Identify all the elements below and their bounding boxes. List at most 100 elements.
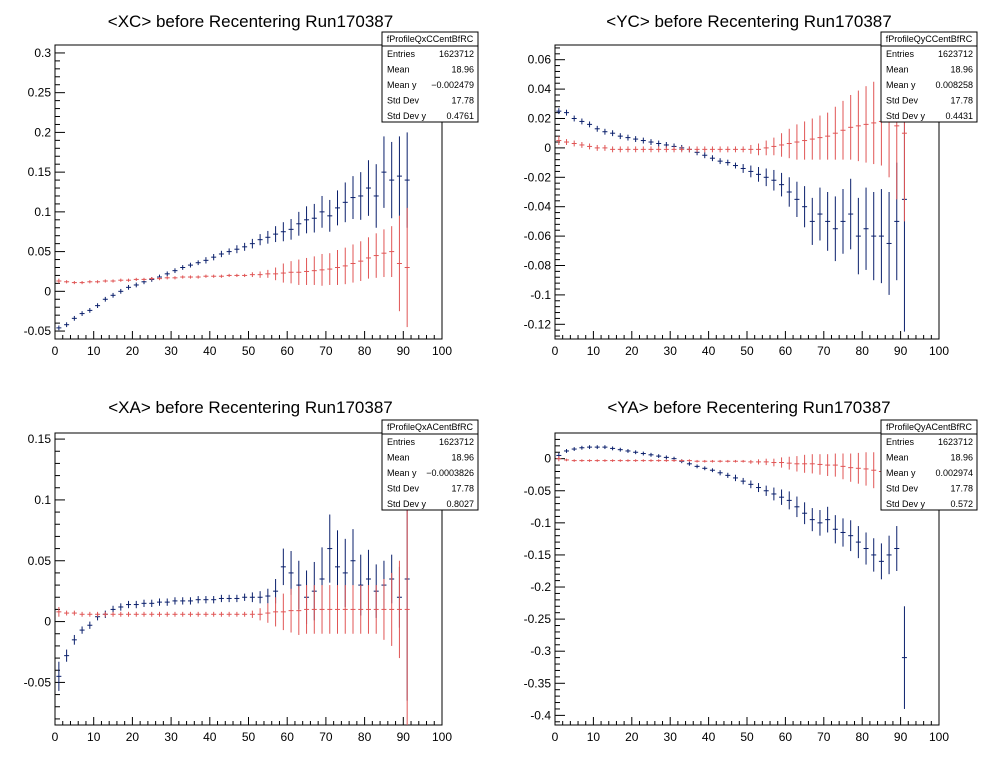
x-tick-label: 40 <box>702 730 716 744</box>
stats-value: 0.4431 <box>945 111 973 121</box>
x-tick-label: 90 <box>397 730 411 744</box>
x-tick-label: 30 <box>664 344 678 358</box>
stats-label: Std Dev <box>886 96 919 106</box>
stats-label: Std Dev y <box>387 111 427 121</box>
x-tick-label: 0 <box>52 344 59 358</box>
y-tick-label: 0 <box>544 452 551 466</box>
y-tick-label: -0.35 <box>524 676 552 690</box>
y-tick-label: -0.06 <box>524 229 552 243</box>
stats-box <box>880 419 978 511</box>
x-tick-label: 60 <box>281 344 295 358</box>
blue-series-points <box>56 132 410 331</box>
chart-panel-4: <YA> before Recentering Run170387 0 10 20 30… <box>524 398 978 744</box>
y-tick-label: -0.25 <box>524 612 552 626</box>
chart-panel-1: <XC> before Recentering Run170387 0 10 20 30… <box>24 12 479 358</box>
y-tick-label: 0.15 <box>28 432 52 446</box>
x-tick-label: 50 <box>740 730 754 744</box>
stats-value: 1623712 <box>938 437 973 447</box>
x-tick-label: 80 <box>856 344 870 358</box>
x-tick-label: 20 <box>625 344 639 358</box>
x-tick-label: 100 <box>432 344 452 358</box>
stats-value: 1623712 <box>938 49 973 59</box>
y-tick-label: 0.1 <box>34 205 51 219</box>
x-tick-label: 10 <box>87 730 101 744</box>
chart-title: <YC> before Recentering Run170387 <box>606 12 891 31</box>
x-tick-label: 20 <box>126 730 140 744</box>
stats-label: Std Dev <box>387 96 420 106</box>
y-tick-label: 0 <box>544 141 551 155</box>
stats-label: Entries <box>886 49 915 59</box>
red-series-points <box>56 487 410 725</box>
stats-label: Entries <box>387 49 416 59</box>
x-tick-label: 50 <box>242 344 256 358</box>
stats-value: 0.572 <box>950 499 973 509</box>
stats-box <box>880 31 978 123</box>
x-tick-label: 0 <box>52 730 59 744</box>
stats-label: Std Dev y <box>387 499 427 509</box>
stats-label: Mean y <box>387 80 417 90</box>
y-tick-label: 0.02 <box>528 112 552 126</box>
x-tick-label: 100 <box>929 730 949 744</box>
chart-title: <YA> before Recentering Run170387 <box>607 398 890 417</box>
x-tick-label: 60 <box>281 730 295 744</box>
y-tick-label: -0.05 <box>524 484 552 498</box>
y-tick-label: -0.08 <box>524 259 552 273</box>
y-tick-label: -0.3 <box>530 644 551 658</box>
stats-value: 17.78 <box>451 484 474 494</box>
stats-name: fProfileQxACentBfRC <box>387 422 474 432</box>
chart-title: <XC> before Recentering Run170387 <box>108 12 393 31</box>
y-tick-label: -0.05 <box>24 324 52 338</box>
x-tick-label: 10 <box>87 344 101 358</box>
stats-label: Mean <box>387 453 410 463</box>
stats-value: 18.96 <box>451 453 474 463</box>
stats-label: Entries <box>387 437 416 447</box>
y-tick-label: 0.06 <box>528 53 552 67</box>
chart-title: <XA> before Recentering Run170387 <box>108 398 392 417</box>
y-tick-label: 0.2 <box>34 125 51 139</box>
x-tick-label: 30 <box>664 730 678 744</box>
stats-value: −0.0003826 <box>426 468 474 478</box>
stats-value: 0.4761 <box>446 111 474 121</box>
stats-label: Std Dev <box>387 484 420 494</box>
blue-series-points <box>556 445 907 709</box>
stats-box <box>381 419 479 511</box>
stats-value: −0.002479 <box>431 80 474 90</box>
red-series-points <box>56 207 410 328</box>
stats-label: Entries <box>886 437 915 447</box>
stats-label: Mean y <box>387 468 417 478</box>
x-tick-label: 40 <box>203 344 217 358</box>
stats-value: 18.96 <box>950 453 973 463</box>
x-tick-label: 70 <box>817 344 831 358</box>
stats-value: 17.78 <box>950 96 973 106</box>
y-tick-label: 0.15 <box>28 165 52 179</box>
stats-label: Std Dev y <box>886 111 926 121</box>
stats-value: 1623712 <box>439 437 474 447</box>
stats-box <box>381 31 479 123</box>
x-tick-label: 80 <box>358 730 372 744</box>
stats-value: 0.8027 <box>446 499 474 509</box>
stats-name: fProfileQyACentBfRC <box>886 422 973 432</box>
x-tick-label: 60 <box>779 344 793 358</box>
x-tick-label: 90 <box>894 344 908 358</box>
x-tick-label: 10 <box>587 344 601 358</box>
x-tick-label: 0 <box>552 344 559 358</box>
x-tick-label: 10 <box>587 730 601 744</box>
x-tick-label: 80 <box>856 730 870 744</box>
x-tick-label: 50 <box>740 344 754 358</box>
stats-label: Mean <box>886 65 909 75</box>
x-tick-label: 20 <box>126 344 140 358</box>
stats-label: Mean <box>387 65 410 75</box>
x-tick-label: 100 <box>929 344 949 358</box>
stats-label: Mean y <box>886 80 916 90</box>
y-tick-label: -0.15 <box>524 548 552 562</box>
y-tick-label: 0.1 <box>34 493 51 507</box>
stats-label: Std Dev <box>886 484 919 494</box>
x-tick-label: 90 <box>397 344 411 358</box>
stats-label: Std Dev y <box>886 499 926 509</box>
stats-value: 0.002974 <box>935 468 973 478</box>
x-tick-label: 30 <box>164 344 178 358</box>
y-tick-label: 0.3 <box>34 46 51 60</box>
red-series-points <box>556 452 907 507</box>
x-tick-label: 40 <box>702 344 716 358</box>
